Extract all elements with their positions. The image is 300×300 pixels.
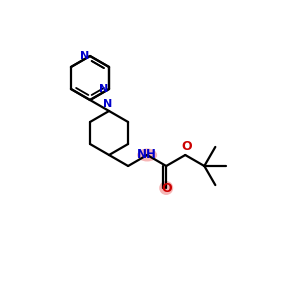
- Text: N: N: [99, 84, 108, 94]
- Text: N: N: [103, 99, 113, 109]
- Text: O: O: [181, 140, 192, 153]
- Ellipse shape: [137, 148, 157, 161]
- Ellipse shape: [159, 181, 173, 195]
- Text: O: O: [161, 182, 172, 194]
- Text: NH: NH: [137, 148, 157, 161]
- Text: N: N: [80, 51, 89, 61]
